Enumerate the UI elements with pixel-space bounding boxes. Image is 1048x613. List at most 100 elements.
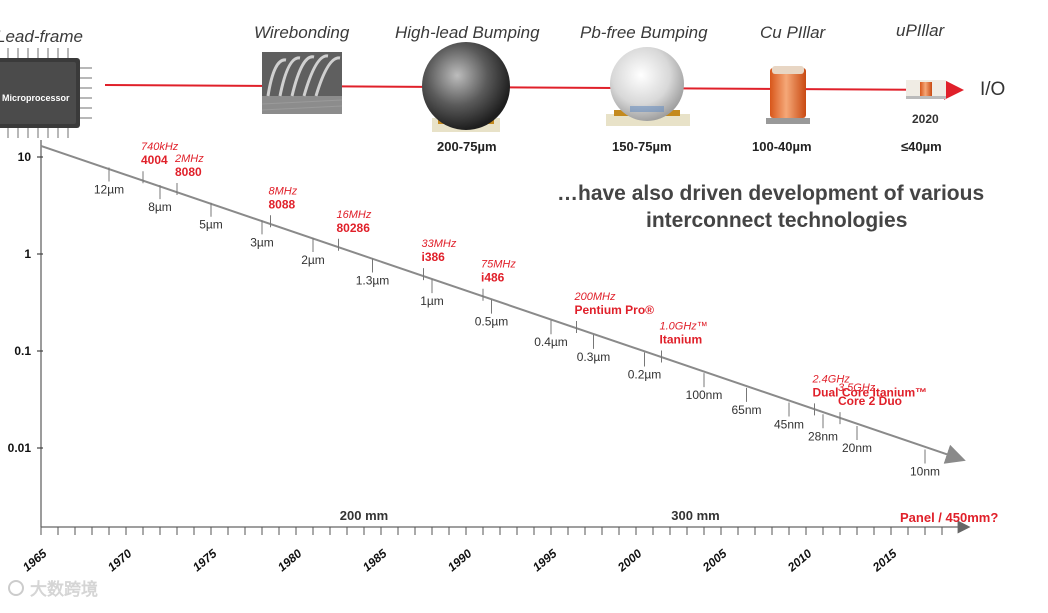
watermark-text: 大数跨境 (30, 579, 98, 599)
process-node-label: 2µm (301, 253, 325, 267)
process-node-label: 28nm (808, 429, 838, 443)
processor-name: Itanium (660, 332, 703, 346)
pkg-range-cu-pillar: 100-40µm (752, 139, 812, 154)
trend-line (40, 145, 966, 464)
process-node-label: 5µm (199, 218, 223, 232)
process-node: 12µm (94, 167, 124, 196)
processor-frequency: 33MHz (422, 238, 457, 250)
y-tick-label: 1 (24, 247, 31, 261)
process-node: 8µm (148, 185, 172, 214)
process-node: 1.3µm (356, 258, 390, 288)
process-node-label: 1.3µm (356, 274, 390, 288)
process-node-label: 0.5µm (475, 315, 509, 329)
process-nodes: 12µm 8µm 5µm 3µm 2µm 1.3µm 1µm 0.5µm 0.4µm 0.3µm 0… (94, 167, 940, 479)
x-tick-label: 1970 (105, 546, 135, 574)
packaging-row: I/O Microprocessor (0, 21, 1005, 154)
x-tick-label: 2015 (869, 546, 899, 575)
x-tick-label: 1975 (190, 546, 220, 574)
cu-pillar-image (766, 66, 810, 124)
pkg-range-pb-free: 150-75µm (612, 139, 672, 154)
pb-free-bump-image (606, 47, 690, 126)
y-tick-label: 0.1 (14, 344, 31, 358)
process-node-label: 65nm (731, 403, 761, 417)
processor-name: Dual Core Itanium™ (813, 385, 928, 399)
process-node: 2µm (301, 237, 325, 267)
process-node: 1µm (420, 279, 444, 308)
process-node: 5µm (199, 202, 223, 232)
process-node-label: 0.3µm (577, 350, 611, 364)
wirebonding-image (261, 52, 343, 114)
processor-frequency: 8MHz (269, 185, 298, 197)
pkg-label-pb-free: Pb-free Bumping (580, 23, 708, 42)
process-node-label: 3µm (250, 235, 274, 249)
pkg-label-upillar: uPIllar (896, 21, 946, 40)
process-node-label: 45nm (774, 418, 804, 432)
process-node: 0.3µm (577, 334, 611, 364)
headline-line-1: …have also driven development of various (557, 182, 984, 205)
processor-frequency: 1.0GHz™ (660, 320, 708, 332)
pkg-label-wirebonding: Wirebonding (254, 23, 350, 42)
watermark: 大数跨境 (8, 579, 98, 599)
process-node-label: 20nm (842, 441, 872, 455)
x-tick-label: 1985 (360, 546, 390, 574)
process-node-label: 100nm (686, 388, 723, 402)
axis-end-label: Panel / 450mm? (900, 510, 998, 525)
process-node-label: 12µm (94, 182, 124, 196)
x-tick-label: 1965 (20, 546, 50, 574)
process-node: 10nm (910, 449, 940, 479)
processor-name: 80286 (337, 221, 371, 235)
process-node: 100nm (686, 373, 723, 402)
processor-name: Core 2 Duo (838, 394, 902, 408)
processor-frequency: 2.4GHz (812, 373, 851, 385)
pkg-label-high-lead: High-lead Bumping (395, 23, 540, 42)
process-node-label: 0.4µm (534, 335, 568, 349)
x-tick-label: 1980 (275, 546, 305, 574)
processor-name: i486 (481, 271, 505, 285)
process-node: 45nm (774, 402, 804, 432)
process-node: 20nm (842, 426, 872, 455)
processor-frequency: 75MHz (481, 259, 516, 271)
x-tick-label: 1990 (445, 546, 475, 574)
y-tick-label: 0.01 (8, 441, 32, 455)
processor-name: i386 (422, 250, 446, 264)
wafer-size-label: 200 mm (340, 508, 388, 523)
process-node-label: 10nm (910, 465, 940, 479)
x-tick-label: 2000 (614, 546, 644, 575)
y-tick-label: 10 (18, 150, 32, 164)
micro-pillar-year: 2020 (912, 112, 939, 126)
process-node-label: 8µm (148, 200, 172, 214)
chip-text: Microprocessor (2, 93, 70, 103)
x-tick-label: 2005 (699, 546, 729, 575)
processor-frequency: 740kHz (141, 141, 179, 153)
wafer-labels: 200 mm 300 mm (340, 508, 720, 523)
processor-frequency: 16MHz (337, 209, 372, 221)
headline-line-2: interconnect technologies (646, 209, 907, 232)
micro-pillar-image: 2020 (906, 80, 946, 126)
x-tick-label: 2010 (784, 546, 814, 575)
process-node-label: 1µm (420, 294, 444, 308)
pkg-label-lead-frame: Lead-frame (0, 27, 83, 46)
wafer-size-label: 300 mm (671, 508, 719, 523)
processor-frequency: 3.5GHz (838, 382, 876, 394)
process-node: 0.5µm (475, 299, 509, 329)
processor-name: 8088 (269, 197, 296, 211)
processor-frequency: 2MHz (174, 153, 204, 165)
pkg-label-cu-pillar: Cu PIllar (760, 23, 827, 42)
pkg-range-high-lead: 200-75µm (437, 139, 497, 154)
process-node: 0.2µm (628, 352, 661, 382)
processor-frequency: 200MHz (574, 291, 616, 303)
processor-name: 4004 (141, 153, 168, 167)
process-node: 0.4µm (534, 320, 568, 349)
